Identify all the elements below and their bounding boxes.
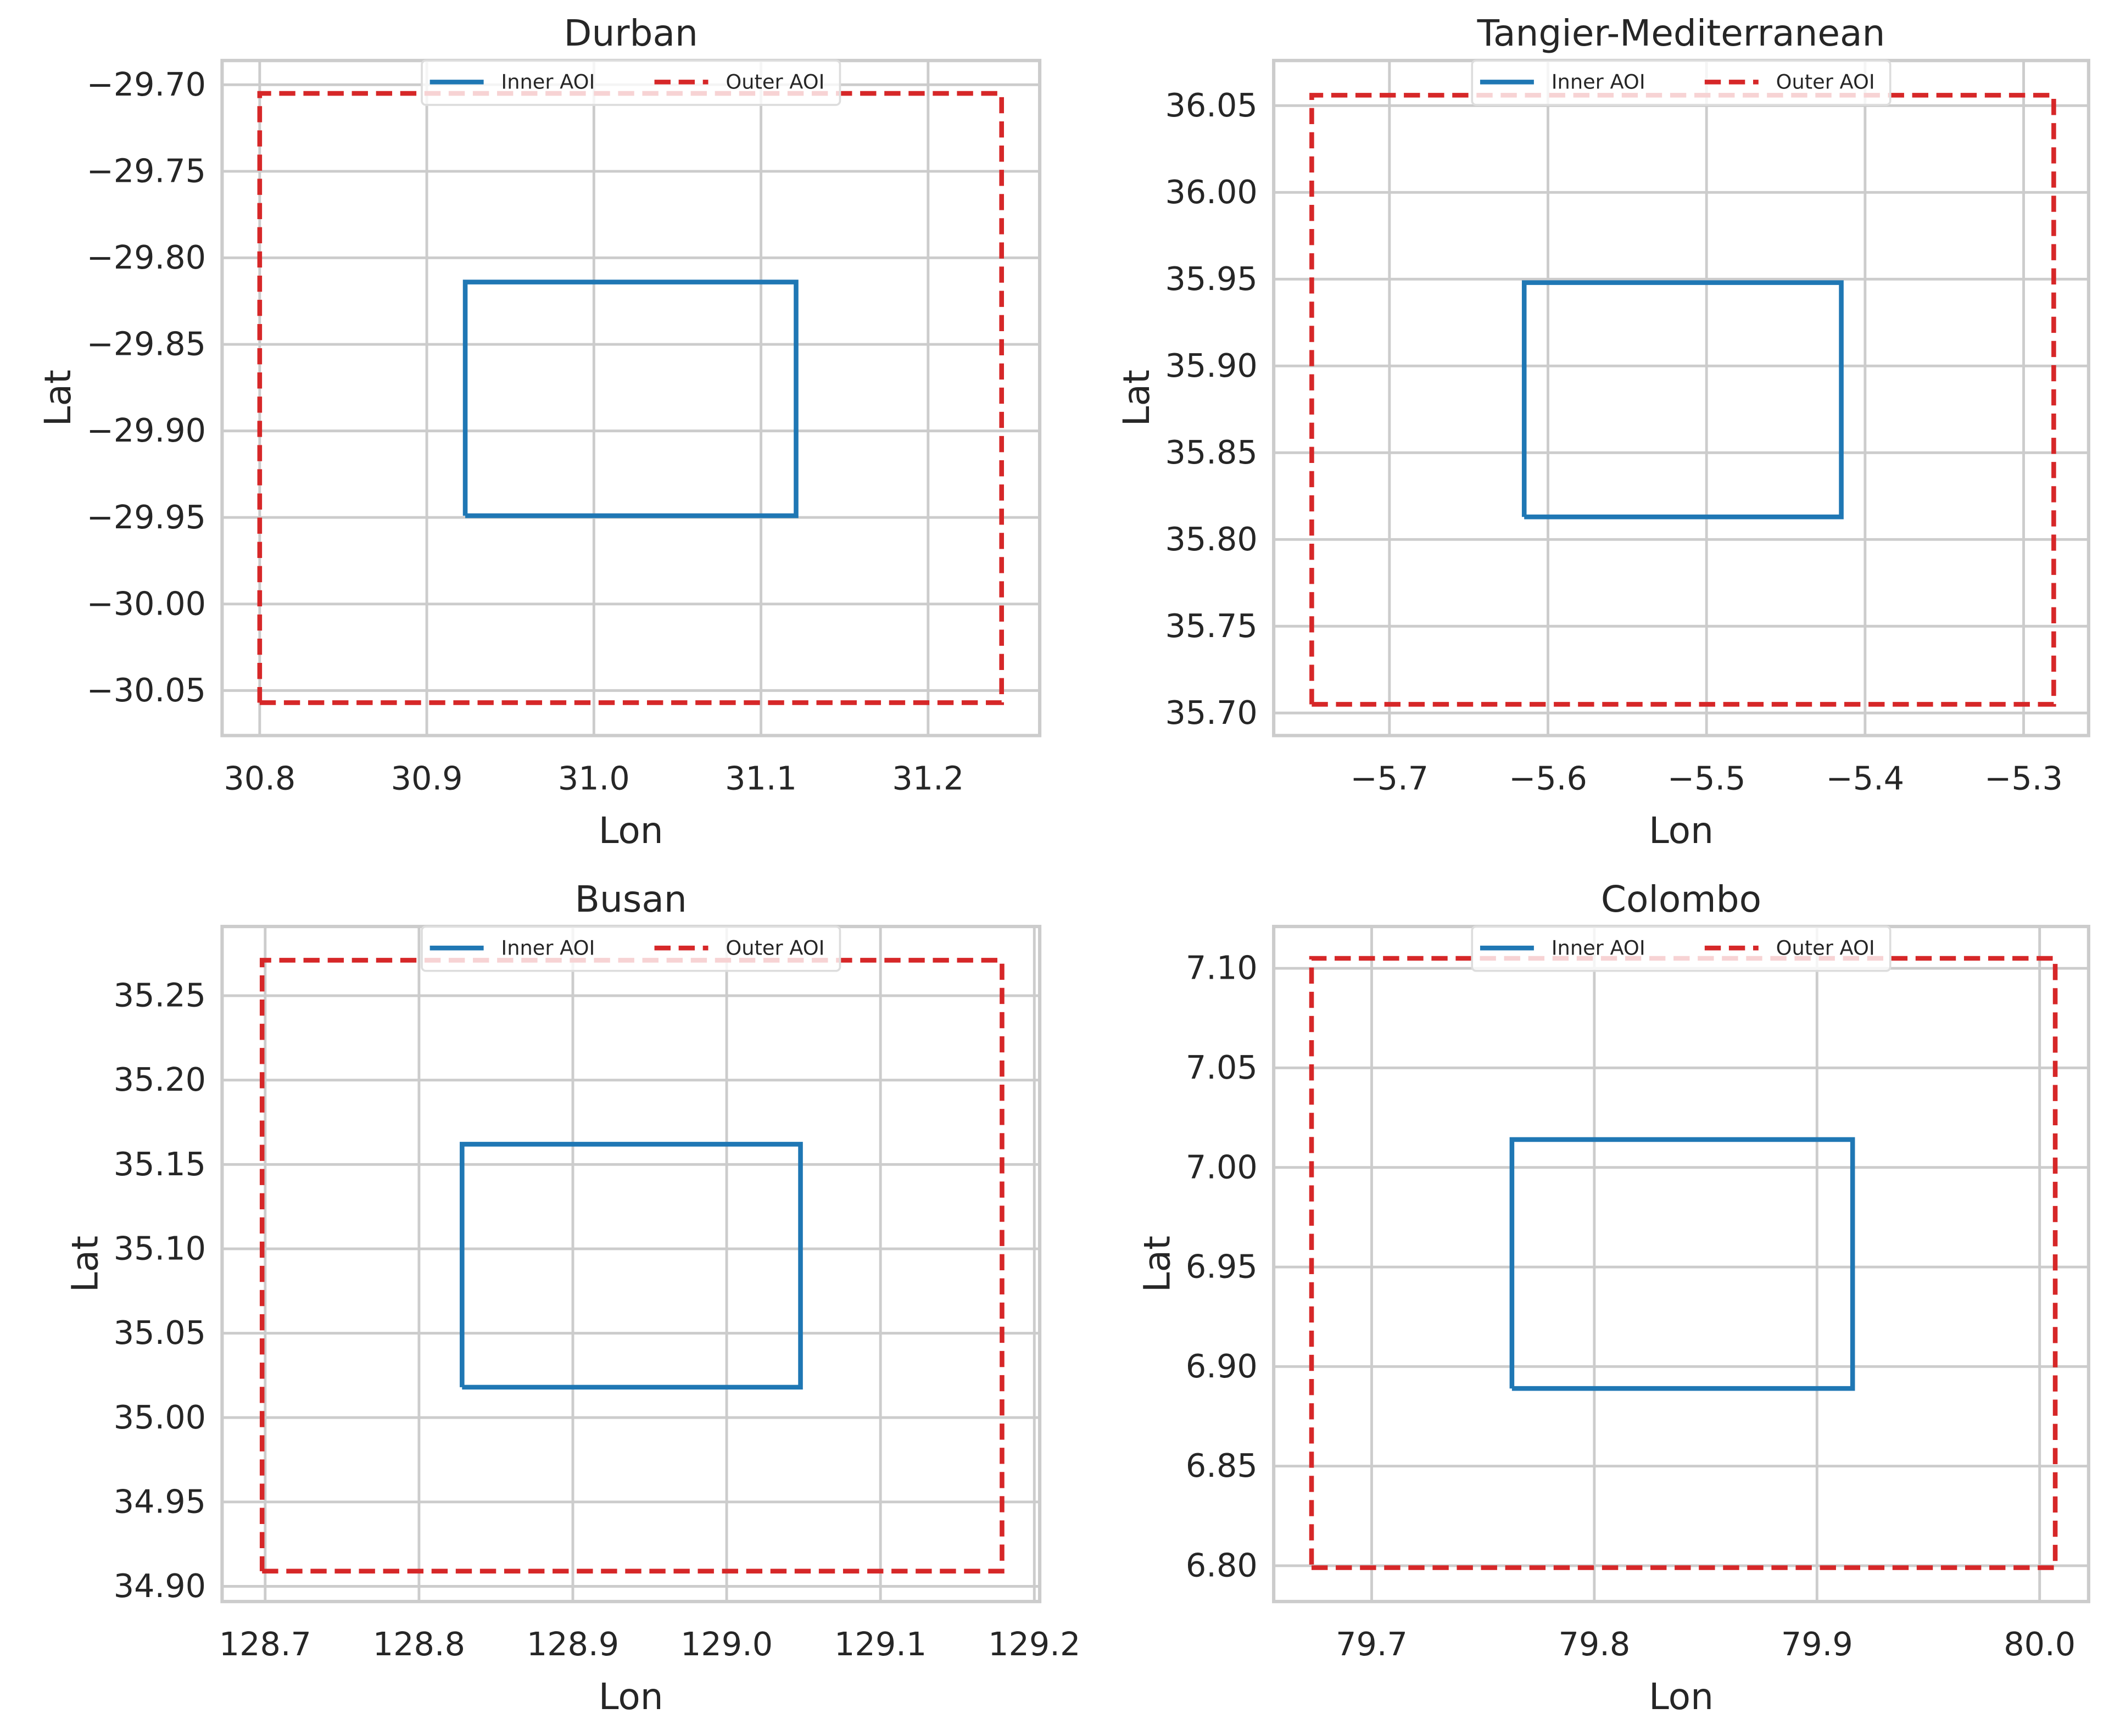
plot-area — [222, 926, 1040, 1602]
x-tick-label: 128.9 — [527, 1625, 619, 1663]
y-tick-label: −29.70 — [87, 65, 206, 103]
x-tick-label: −5.3 — [1984, 759, 2063, 797]
y-tick-label: 35.95 — [1165, 260, 1258, 298]
y-tick-label: 34.90 — [114, 1567, 206, 1605]
y-tick-label: 35.25 — [114, 976, 206, 1014]
legend-label: Inner AOI — [1552, 936, 1645, 959]
y-tick-label: −29.80 — [87, 238, 206, 276]
x-tick-label: 128.7 — [219, 1625, 311, 1663]
x-tick-label: 31.1 — [725, 759, 797, 797]
x-tick-label: 30.9 — [391, 759, 463, 797]
legend-label: Outer AOI — [1776, 70, 1875, 94]
y-tick-label: 7.05 — [1186, 1048, 1258, 1086]
x-tick-label: −5.7 — [1351, 759, 1429, 797]
x-tick-label: 30.8 — [224, 759, 295, 797]
y-tick-label: 36.00 — [1165, 173, 1258, 211]
y-tick-label: 35.70 — [1165, 694, 1258, 732]
y-tick-label: 35.90 — [1165, 347, 1258, 384]
chart-title: Durban — [564, 12, 698, 54]
y-axis-label: Lat — [64, 1236, 106, 1292]
y-tick-label: 7.00 — [1186, 1148, 1258, 1186]
x-tick-label: 129.1 — [834, 1625, 927, 1663]
y-tick-label: 6.90 — [1186, 1347, 1258, 1385]
legend: Inner AOI Outer AOI — [421, 59, 841, 106]
x-tick-label: −5.6 — [1509, 759, 1587, 797]
series-line — [460, 1142, 803, 1390]
legend-box — [1471, 925, 1892, 972]
series-line — [259, 958, 1005, 1574]
y-tick-label: 36.05 — [1165, 86, 1258, 124]
y-tick-label: 7.10 — [1186, 949, 1258, 987]
subplot: −30.05 −30.00 −29.95 −29.90 −29.85 −29.80 −29.… — [37, 12, 1042, 852]
x-tick-label: −5.5 — [1667, 759, 1746, 797]
chart-title: Tangier-Mediterranean — [1477, 12, 1885, 54]
x-tick-label: 128.8 — [373, 1625, 465, 1663]
y-tick-label: 34.95 — [114, 1482, 206, 1520]
subplot: 6.80 6.85 6.90 6.95 7.00 7.05 7.10 79.7 79.8 79.9… — [1136, 878, 2090, 1718]
x-tick-label: 79.9 — [1781, 1625, 1853, 1663]
chart-title: Busan — [575, 878, 687, 920]
y-tick-label: 6.95 — [1186, 1248, 1258, 1286]
y-tick-label: −29.95 — [87, 498, 206, 536]
y-tick-label: 6.85 — [1186, 1447, 1258, 1484]
y-tick-label: 35.80 — [1165, 520, 1258, 558]
y-tick-label: −29.90 — [87, 411, 206, 449]
x-axis-label: Lon — [1649, 1676, 1714, 1718]
y-tick-label: −30.00 — [87, 584, 206, 622]
x-axis-label: Lon — [599, 1676, 663, 1718]
series-line — [1521, 280, 1844, 520]
legend-label: Inner AOI — [501, 936, 595, 959]
y-tick-label: 35.00 — [114, 1398, 206, 1436]
series-line — [1509, 1137, 1855, 1391]
x-tick-label: 31.0 — [558, 759, 630, 797]
y-tick-label: 35.05 — [114, 1314, 206, 1352]
plot-area — [1274, 60, 2089, 736]
x-tick-label: 129.2 — [988, 1625, 1080, 1663]
y-tick-label: 35.10 — [114, 1230, 206, 1268]
y-tick-label: 6.80 — [1186, 1546, 1258, 1584]
x-tick-label: 80.0 — [2004, 1625, 2075, 1663]
legend-box — [421, 925, 841, 972]
subplot: 34.90 34.95 35.00 35.05 35.10 35.15 35.20 35.25… — [64, 878, 1080, 1718]
legend-label: Inner AOI — [1552, 70, 1645, 94]
y-tick-label: 35.15 — [114, 1145, 206, 1183]
y-tick-label: 35.20 — [114, 1060, 206, 1098]
series-line — [1309, 956, 2058, 1570]
y-axis-label: Lat — [37, 370, 79, 426]
legend-label: Outer AOI — [726, 936, 824, 959]
y-axis-label: Lat — [1136, 1236, 1179, 1292]
series-line — [257, 91, 1004, 705]
x-axis-label: Lon — [599, 810, 663, 852]
series-line — [462, 280, 799, 518]
legend-label: Inner AOI — [501, 70, 595, 94]
legend-label: Outer AOI — [1776, 936, 1875, 959]
plot-area — [222, 60, 1040, 736]
x-tick-label: 79.7 — [1336, 1625, 1408, 1663]
legend-box — [421, 59, 841, 106]
legend: Inner AOI Outer AOI — [1471, 925, 1892, 972]
y-tick-label: −30.05 — [87, 671, 206, 709]
x-tick-label: −5.4 — [1826, 759, 1905, 797]
y-tick-label: −29.85 — [87, 325, 206, 363]
plot-area — [1274, 926, 2089, 1602]
subplot: 35.70 35.75 35.80 35.85 35.90 35.95 36.00 36.05… — [1115, 12, 2090, 852]
legend-box — [1471, 59, 1892, 106]
x-tick-label: 31.2 — [892, 759, 964, 797]
y-tick-label: 35.75 — [1165, 607, 1258, 645]
legend: Inner AOI Outer AOI — [1471, 59, 1892, 106]
y-axis-label: Lat — [1115, 370, 1158, 426]
x-tick-label: 79.8 — [1558, 1625, 1630, 1663]
y-tick-label: 35.85 — [1165, 433, 1258, 471]
legend-label: Outer AOI — [726, 70, 824, 94]
x-axis-label: Lon — [1649, 810, 1714, 852]
legend: Inner AOI Outer AOI — [421, 925, 841, 972]
chart-title: Colombo — [1601, 878, 1761, 920]
series-line — [1309, 93, 2056, 707]
x-tick-label: 129.0 — [680, 1625, 773, 1663]
y-tick-label: −29.75 — [87, 152, 206, 189]
